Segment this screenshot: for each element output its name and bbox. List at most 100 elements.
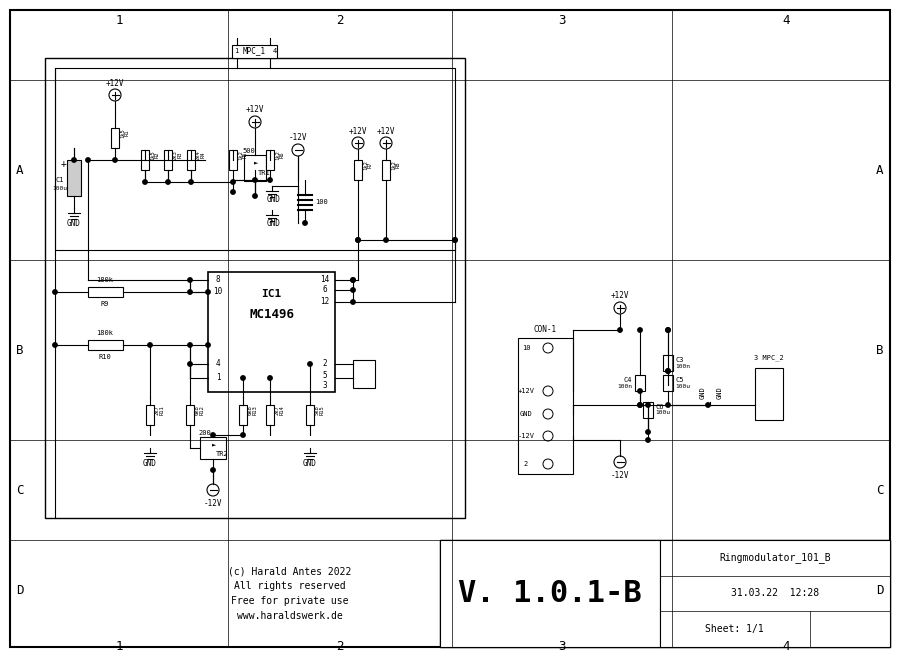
Circle shape <box>249 116 261 128</box>
Text: GND: GND <box>519 411 533 417</box>
Circle shape <box>253 194 257 198</box>
Bar <box>164 150 172 170</box>
Circle shape <box>188 278 193 283</box>
Bar <box>111 128 119 148</box>
Circle shape <box>351 278 356 283</box>
Text: R7: R7 <box>368 162 373 168</box>
Text: 1k2: 1k2 <box>238 150 243 160</box>
Circle shape <box>206 343 211 347</box>
Text: +12V: +12V <box>349 127 367 135</box>
Text: 1k2: 1k2 <box>275 150 280 160</box>
Bar <box>663 375 673 391</box>
Text: 1: 1 <box>115 14 122 26</box>
Text: 5k8: 5k8 <box>315 405 320 415</box>
Circle shape <box>268 376 272 380</box>
Text: -12V: -12V <box>518 433 535 439</box>
Text: GND: GND <box>68 219 81 229</box>
Text: IC1: IC1 <box>261 289 282 299</box>
Circle shape <box>543 343 553 353</box>
Circle shape <box>638 328 643 332</box>
Bar <box>635 375 645 391</box>
Bar <box>354 160 362 180</box>
Text: GND: GND <box>717 386 723 399</box>
Bar <box>55 68 455 250</box>
Text: C4: C4 <box>624 377 632 383</box>
Circle shape <box>72 158 76 162</box>
Circle shape <box>666 328 670 332</box>
Bar <box>239 405 247 425</box>
Text: 31.03.22  12:28: 31.03.22 12:28 <box>731 589 819 599</box>
Circle shape <box>638 403 643 407</box>
Text: R13: R13 <box>253 405 258 415</box>
Text: 2k7: 2k7 <box>275 405 280 415</box>
Text: 1k5: 1k5 <box>120 128 125 138</box>
Text: 180k: 180k <box>96 330 113 336</box>
Text: 3: 3 <box>323 382 328 390</box>
Text: R5: R5 <box>243 152 248 158</box>
Text: R4: R4 <box>201 152 206 158</box>
Circle shape <box>543 409 553 419</box>
Text: 4: 4 <box>273 48 277 54</box>
Text: 5: 5 <box>323 371 328 380</box>
Circle shape <box>614 456 626 468</box>
Circle shape <box>241 433 245 437</box>
Bar <box>660 540 890 647</box>
Text: 4: 4 <box>216 359 220 369</box>
Circle shape <box>638 389 643 393</box>
Text: +12V: +12V <box>377 127 395 135</box>
Circle shape <box>666 328 670 332</box>
Circle shape <box>211 468 215 472</box>
Text: 100u: 100u <box>675 384 690 388</box>
Text: A: A <box>877 164 884 177</box>
Text: V. 1.0.1-B: V. 1.0.1-B <box>458 579 642 608</box>
Text: 1k2: 1k2 <box>363 160 368 170</box>
Bar <box>663 355 673 371</box>
Circle shape <box>617 328 622 332</box>
Circle shape <box>112 158 117 162</box>
Bar <box>146 405 154 425</box>
Circle shape <box>143 180 148 184</box>
Bar <box>67 160 81 196</box>
Text: 6k8: 6k8 <box>195 405 200 415</box>
Text: C5: C5 <box>675 377 683 383</box>
Circle shape <box>352 137 364 149</box>
Text: 2: 2 <box>337 14 344 26</box>
Text: 200: 200 <box>198 430 211 436</box>
Text: C3: C3 <box>675 357 683 363</box>
Text: R8: R8 <box>396 162 401 168</box>
Text: +12V: +12V <box>611 292 629 300</box>
Bar <box>187 150 195 170</box>
Text: 100u: 100u <box>52 185 68 191</box>
Circle shape <box>666 403 670 407</box>
Bar <box>440 540 660 647</box>
Text: 3: 3 <box>558 641 566 654</box>
Bar <box>353 360 375 388</box>
Text: +12V: +12V <box>518 388 535 394</box>
Text: GND: GND <box>700 386 706 399</box>
Text: ►: ► <box>254 159 258 165</box>
Text: R14: R14 <box>280 405 285 415</box>
Text: 100n: 100n <box>617 384 632 388</box>
Bar <box>755 368 783 420</box>
Circle shape <box>666 369 670 373</box>
Text: R3: R3 <box>178 152 183 158</box>
Bar <box>440 540 890 647</box>
Text: 8: 8 <box>216 275 220 284</box>
Text: R15: R15 <box>320 405 325 415</box>
Circle shape <box>302 221 307 225</box>
Text: 1k5: 1k5 <box>150 150 155 160</box>
Circle shape <box>646 430 650 434</box>
Text: -12V: -12V <box>203 499 222 509</box>
Text: D: D <box>877 583 884 597</box>
Circle shape <box>241 376 245 380</box>
Text: 2: 2 <box>337 641 344 654</box>
Text: 10: 10 <box>522 345 530 351</box>
Text: (c) Harald Antes 2022
All rights reserved
Free for private use
www.haraldswerk.d: (c) Harald Antes 2022 All rights reserve… <box>229 566 352 621</box>
Text: -12V: -12V <box>289 133 307 143</box>
Circle shape <box>453 238 457 242</box>
Text: R6: R6 <box>280 152 285 158</box>
Text: A: A <box>16 164 23 177</box>
Text: 2: 2 <box>524 461 528 467</box>
Circle shape <box>211 433 215 437</box>
Text: ►: ► <box>212 441 216 447</box>
